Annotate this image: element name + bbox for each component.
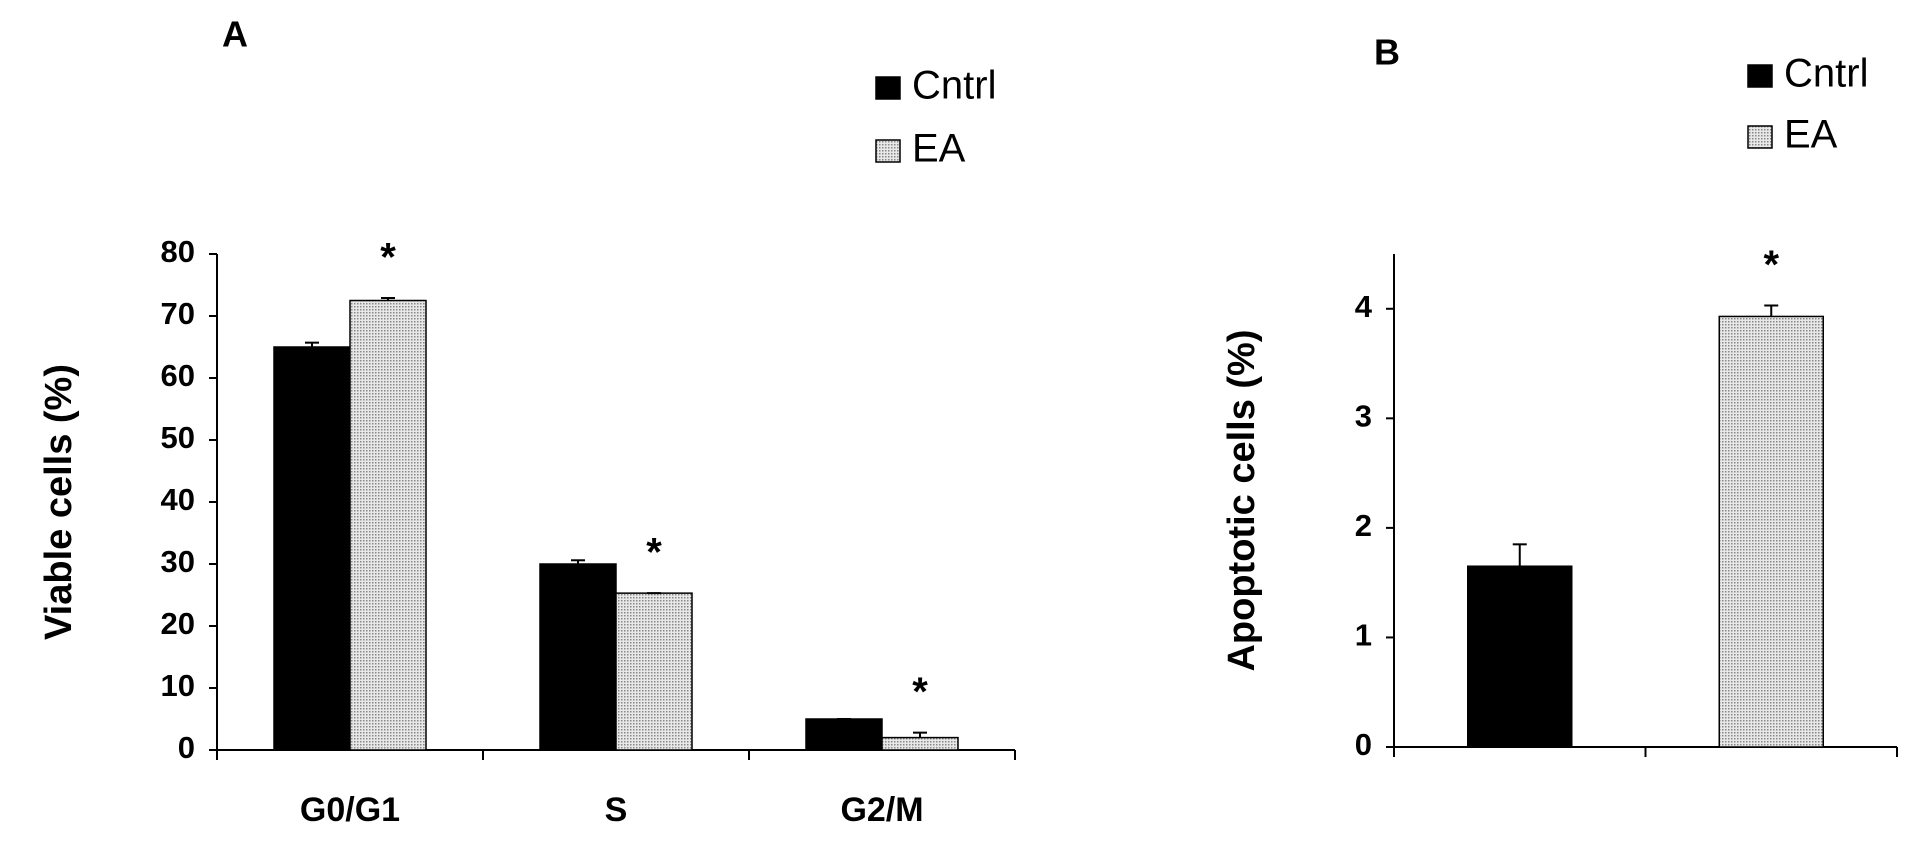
bar bbox=[1467, 565, 1573, 748]
error-bar bbox=[1764, 304, 1779, 317]
x-tick-label: S bbox=[605, 791, 628, 829]
legend-label: EA bbox=[912, 127, 966, 171]
bar bbox=[881, 736, 959, 751]
legend-swatch bbox=[875, 139, 901, 163]
y-tick-label: 4 bbox=[1355, 289, 1373, 324]
y-tick-label: 30 bbox=[161, 544, 195, 579]
y-tick-label: 60 bbox=[161, 358, 195, 393]
y-tick-label: 1 bbox=[1355, 618, 1372, 653]
bar bbox=[349, 299, 427, 751]
legend-label: Cntrl bbox=[912, 64, 996, 108]
y-tick-label: 2 bbox=[1355, 508, 1372, 543]
legend-swatch bbox=[875, 76, 901, 100]
legend-label: EA bbox=[1784, 113, 1838, 157]
y-tick-label: 0 bbox=[1355, 727, 1372, 762]
error-bar bbox=[571, 559, 585, 564]
error-bar bbox=[1512, 543, 1527, 567]
significance-mark: * bbox=[1763, 243, 1779, 287]
error-bar bbox=[381, 297, 395, 301]
x-tick-label: G0/G1 bbox=[300, 791, 400, 829]
y-tick-label: 50 bbox=[161, 420, 195, 455]
significance-mark: * bbox=[380, 236, 396, 280]
x-tick-label: G2/M bbox=[840, 791, 923, 829]
y-axis-label: Viable cells (%) bbox=[38, 364, 80, 640]
y-axis-label: Apoptotic cells (%) bbox=[1221, 329, 1263, 671]
bar bbox=[805, 718, 883, 751]
bar bbox=[273, 346, 351, 751]
panel-label: A bbox=[222, 14, 248, 55]
bar bbox=[539, 563, 617, 751]
significance-mark: * bbox=[646, 531, 662, 575]
bar bbox=[615, 592, 693, 751]
error-bar bbox=[913, 731, 927, 738]
error-bar bbox=[305, 341, 319, 347]
y-tick-label: 70 bbox=[161, 296, 195, 331]
significance-mark: * bbox=[912, 670, 928, 714]
y-tick-label: 3 bbox=[1355, 399, 1372, 434]
y-tick-label: 10 bbox=[161, 668, 195, 703]
y-tick-label: 0 bbox=[178, 730, 195, 765]
legend-swatch bbox=[1747, 125, 1773, 149]
legend-label: Cntrl bbox=[1784, 52, 1868, 96]
bar bbox=[1718, 315, 1824, 748]
y-tick-label: 20 bbox=[161, 606, 195, 641]
panel-label: B bbox=[1374, 32, 1400, 73]
y-tick-label: 80 bbox=[161, 234, 195, 269]
y-tick-label: 40 bbox=[161, 482, 195, 517]
legend-swatch bbox=[1747, 64, 1773, 88]
